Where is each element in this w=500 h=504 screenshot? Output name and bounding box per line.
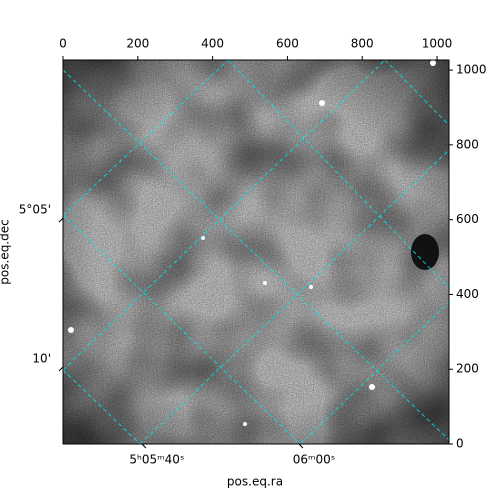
ra-tick [141, 443, 147, 449]
x-axis-label: pos.eq.ra [227, 475, 283, 489]
x-tick-label: 200 [126, 37, 149, 51]
y-tick-label: 600 [456, 212, 479, 226]
x-tick-label: 800 [351, 37, 374, 51]
y-tick-label: 800 [456, 137, 479, 151]
x-tick-label: 1000 [422, 37, 453, 51]
y-axis-label: pos.eq.dec [0, 219, 12, 284]
dec-tick-label: 5°05' [19, 203, 51, 217]
dec-tick [58, 366, 64, 372]
ra-tick-label: 06ᵐ00ˢ [293, 453, 336, 467]
plot-frame [62, 59, 450, 445]
coordinate-grid [63, 60, 449, 444]
y-tick-label: 0 [456, 437, 464, 451]
dec-tick-label: 10' [32, 351, 51, 365]
dec-tick [58, 217, 64, 223]
y-tick-label: 400 [456, 287, 479, 301]
x-tick-label: 600 [276, 37, 299, 51]
sky-image [63, 60, 449, 444]
ra-tick [298, 443, 304, 449]
x-tick-label: 400 [201, 37, 224, 51]
ra-tick-label: 5ʰ05ᵐ40ˢ [129, 453, 184, 467]
x-tick-label: 0 [59, 37, 67, 51]
y-tick-label: 200 [456, 362, 479, 376]
y-tick-label: 1000 [456, 63, 487, 77]
